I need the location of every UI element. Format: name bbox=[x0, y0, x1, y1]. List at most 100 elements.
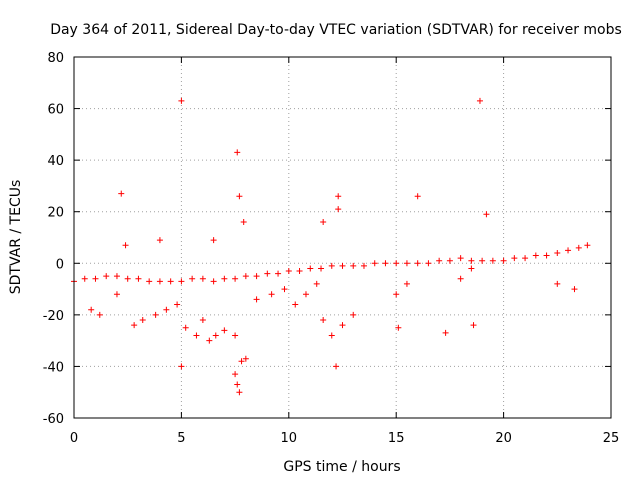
data-point bbox=[139, 317, 146, 324]
y-axis-label: SDTVAR / TECUs bbox=[8, 180, 24, 295]
x-tick-label: 25 bbox=[603, 431, 620, 446]
data-point bbox=[221, 327, 228, 334]
data-point bbox=[285, 268, 292, 275]
data-point bbox=[335, 206, 342, 213]
data-point bbox=[167, 278, 174, 285]
data-point bbox=[81, 275, 88, 282]
data-point bbox=[221, 275, 228, 282]
data-point bbox=[264, 270, 271, 277]
series-arcs bbox=[88, 265, 578, 344]
data-points bbox=[71, 97, 591, 396]
data-point bbox=[350, 311, 357, 318]
y-tick-labels: -60 -40 -20 0 20 40 60 80 bbox=[43, 51, 64, 427]
data-point bbox=[135, 275, 142, 282]
data-point bbox=[234, 381, 241, 388]
data-point bbox=[232, 371, 239, 378]
data-point bbox=[479, 257, 486, 264]
data-point bbox=[350, 262, 357, 269]
data-point bbox=[328, 262, 335, 269]
data-point bbox=[113, 291, 120, 298]
data-point bbox=[238, 358, 245, 365]
data-point bbox=[236, 193, 243, 200]
data-point bbox=[320, 317, 327, 324]
data-point bbox=[253, 296, 260, 303]
data-point bbox=[483, 211, 490, 218]
data-point bbox=[511, 255, 518, 262]
data-point bbox=[468, 257, 475, 264]
data-point bbox=[232, 332, 239, 339]
data-point bbox=[320, 219, 327, 226]
data-point bbox=[339, 322, 346, 329]
data-point bbox=[457, 255, 464, 262]
data-point bbox=[371, 260, 378, 267]
data-point bbox=[206, 337, 213, 344]
y-tick-label: -20 bbox=[43, 309, 64, 324]
data-point bbox=[522, 255, 529, 262]
data-point bbox=[339, 262, 346, 269]
x-tick-label: 10 bbox=[281, 431, 298, 446]
data-point bbox=[232, 275, 239, 282]
data-point bbox=[163, 306, 170, 313]
data-point bbox=[296, 268, 303, 275]
data-point bbox=[565, 247, 572, 254]
y-tick-label: 60 bbox=[47, 103, 64, 118]
data-point bbox=[476, 97, 483, 104]
data-point bbox=[575, 244, 582, 251]
data-point bbox=[281, 286, 288, 293]
data-point bbox=[122, 242, 129, 249]
data-point bbox=[442, 329, 449, 336]
x-tick-labels: 0 5 10 15 20 25 bbox=[70, 431, 619, 446]
data-point bbox=[156, 237, 163, 244]
data-point bbox=[275, 270, 282, 277]
data-point bbox=[500, 257, 507, 264]
data-point bbox=[395, 324, 402, 331]
data-point bbox=[446, 257, 453, 264]
series-main-band bbox=[71, 242, 591, 285]
x-axis-label: GPS time / hours bbox=[283, 459, 400, 475]
data-point bbox=[236, 389, 243, 396]
data-point bbox=[199, 275, 206, 282]
chart-title: Day 364 of 2011, Sidereal Day-to-day VTE… bbox=[50, 22, 622, 38]
data-point bbox=[360, 262, 367, 269]
data-point bbox=[403, 260, 410, 267]
data-point bbox=[436, 257, 443, 264]
axis-ticks bbox=[73, 56, 612, 419]
x-tick-label: 20 bbox=[495, 431, 512, 446]
y-tick-label: 80 bbox=[47, 51, 64, 66]
data-point bbox=[292, 301, 299, 308]
data-point bbox=[403, 280, 410, 287]
data-point bbox=[178, 97, 185, 104]
data-point bbox=[240, 219, 247, 226]
series-outliers bbox=[118, 97, 490, 396]
data-point bbox=[489, 257, 496, 264]
data-point bbox=[302, 291, 309, 298]
data-point bbox=[382, 260, 389, 267]
data-point bbox=[268, 291, 275, 298]
data-point bbox=[532, 252, 539, 259]
data-point bbox=[318, 265, 325, 272]
data-point bbox=[335, 193, 342, 200]
data-point bbox=[543, 252, 550, 259]
y-tick-label: 40 bbox=[47, 154, 64, 169]
data-point bbox=[92, 275, 99, 282]
data-point bbox=[189, 275, 196, 282]
x-tick-label: 0 bbox=[70, 431, 78, 446]
data-point bbox=[118, 190, 125, 197]
y-tick-label: 0 bbox=[56, 257, 64, 272]
data-point bbox=[234, 149, 241, 156]
data-point bbox=[554, 280, 561, 287]
data-point bbox=[307, 265, 314, 272]
data-point bbox=[103, 273, 110, 280]
data-point bbox=[328, 332, 335, 339]
data-point bbox=[131, 322, 138, 329]
data-point bbox=[152, 311, 159, 318]
data-point bbox=[178, 278, 185, 285]
y-tick-label: -40 bbox=[43, 360, 64, 375]
data-point bbox=[178, 363, 185, 370]
data-point bbox=[242, 355, 249, 362]
data-point bbox=[313, 280, 320, 287]
data-point bbox=[199, 317, 206, 324]
data-point bbox=[242, 273, 249, 280]
y-tick-label: 20 bbox=[47, 206, 64, 221]
